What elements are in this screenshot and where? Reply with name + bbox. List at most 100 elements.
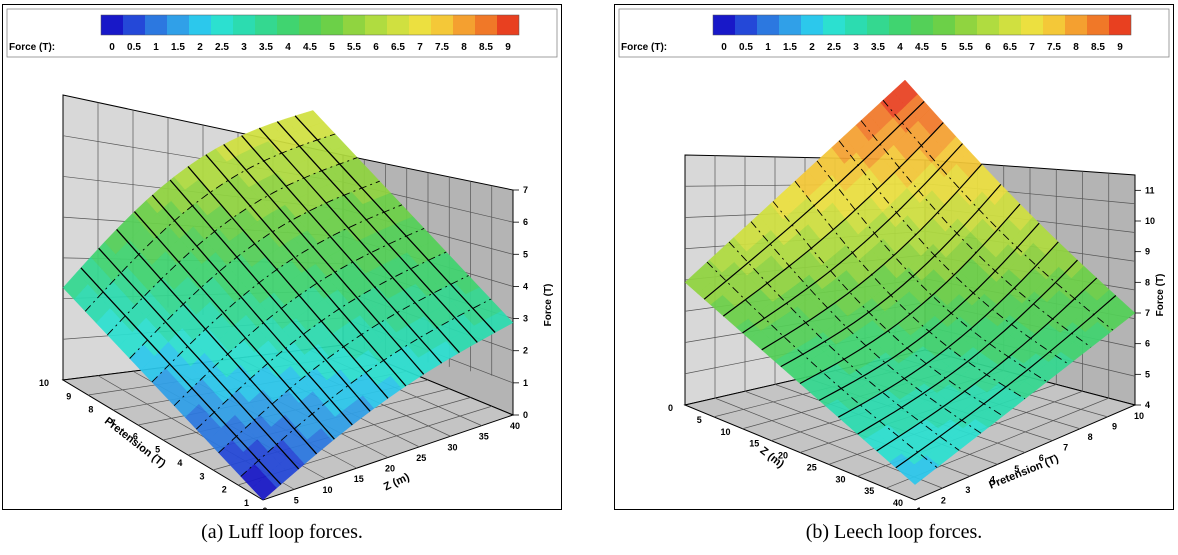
pretension-tick-label: 6 <box>1039 453 1044 463</box>
pretension-tick-label: 8 <box>1088 432 1093 442</box>
caption-leech: (b) Leech loop forces. <box>805 521 983 543</box>
colorbar: Force (T): 0 0.5 1 1.5 2 2.5 3 3.5 4 4.5 5 5.5 6 6.5 7 7… <box>621 14 1132 53</box>
colorbar-swatch <box>145 15 167 35</box>
colorbar-tick-label: 4.5 <box>303 42 317 53</box>
z-tick-label: 7 <box>1145 308 1150 318</box>
colorbar-label: Force (T): <box>621 42 667 53</box>
colorbar-tick-label: 0.5 <box>739 42 753 53</box>
z-distance-tick-label: 0 <box>262 506 267 509</box>
colorbar-swatch <box>823 15 845 35</box>
pretension-tick-label: 2 <box>222 485 227 495</box>
colorbar-swatch <box>911 15 933 35</box>
isoline-dashed <box>750 221 982 434</box>
isoline-dashed <box>195 251 447 430</box>
colorbar-tick-label: 4 <box>285 42 291 53</box>
colorbar-swatch <box>167 15 189 35</box>
colorbar-swatch <box>845 15 867 35</box>
pretension-tick-label: 9 <box>66 391 71 401</box>
colorbar-swatch <box>955 15 977 35</box>
colorbar-swatch <box>233 15 255 35</box>
colorbar-swatch <box>977 15 999 35</box>
colorbar-tick-label: 8.5 <box>479 42 493 53</box>
pretension-tick-label: 9 <box>1112 422 1117 432</box>
z-axis-title: Force (T) <box>1155 274 1166 317</box>
pretension-tick-label: 7 <box>1063 443 1068 453</box>
colorbar-swatch <box>1109 15 1131 35</box>
colorbar-tick-label: 8 <box>461 42 467 53</box>
isoline-dashed <box>728 241 960 451</box>
z-tick-label: 6 <box>1145 339 1150 349</box>
z-tick-label: 11 <box>1145 185 1155 195</box>
colorbar-tick-label: 7 <box>417 42 423 53</box>
z-distance-tick-label: 30 <box>835 474 845 484</box>
colorbar-swatch <box>299 15 321 35</box>
colorbar-tick-label: 5.5 <box>959 42 973 53</box>
chart-panel-luff: Force (T): 0 0.5 1 1.5 2 2.5 3 3.5 4 4.5 5 5.5 6 6.5 7 7… <box>2 4 562 510</box>
colorbar-tick-label: 0.5 <box>127 42 141 53</box>
contour-line <box>80 267 282 485</box>
surface <box>684 79 1136 485</box>
colorbar-tick-label: 6 <box>373 42 379 53</box>
colorbar-tick-label: 8 <box>1073 42 1079 53</box>
colorbar-swatch <box>933 15 955 35</box>
z-tick-label: 4 <box>523 281 528 291</box>
pretension-tick-label: 3 <box>965 485 970 495</box>
colorbar-swatch <box>1065 15 1087 35</box>
colorbar-tick-label: 6.5 <box>1003 42 1017 53</box>
isoline-dashed <box>838 140 1070 365</box>
pretension-tick-label: 1 <box>244 498 249 508</box>
colorbar-tick-label: 2.5 <box>827 42 841 53</box>
colorbar-swatch <box>409 15 431 35</box>
isoline-dashed <box>794 180 1026 400</box>
colorbar-swatch <box>1087 15 1109 35</box>
chart-panel-leech: Force (T): 0 0.5 1 1.5 2 2.5 3 3.5 4 4.5 5 5.5 6 6.5 7 7… <box>614 4 1174 510</box>
colorbar: Force (T): 0 0.5 1 1.5 2 2.5 3 3.5 4 4.5 5 5.5 6 6.5 7 7… <box>9 14 520 53</box>
colorbar-tick-label: 7.5 <box>435 42 449 53</box>
contour-line <box>294 115 496 333</box>
pretension-tick-label: 6 <box>133 431 138 441</box>
z-distance-axis-title: Z (m) <box>382 471 412 493</box>
contour-line <box>223 143 425 375</box>
colorbar-tick-label: 8.5 <box>1091 42 1105 53</box>
colorbar-swatch <box>321 15 343 35</box>
contour-line <box>151 194 353 426</box>
colorbar-tick-label: 1.5 <box>171 42 185 53</box>
colorbar-tick-label: 2.5 <box>215 42 229 53</box>
z-distance-tick-label: 25 <box>807 462 817 472</box>
colorbar-swatch <box>999 15 1021 35</box>
pretension-tick-label: 10 <box>39 378 49 388</box>
colorbar-tick-label: 9 <box>1117 42 1123 53</box>
pretension-tick-label: 4 <box>990 474 995 484</box>
z-distance-tick-label: 20 <box>778 451 788 461</box>
colorbar-tick-label: 4.5 <box>915 42 929 53</box>
colorbar-swatch <box>387 15 409 35</box>
colorbar-tick-label: 1 <box>765 42 771 53</box>
pretension-tick-label: 5 <box>1014 464 1019 474</box>
contour-line <box>116 228 318 455</box>
z-tick-label: 0 <box>523 410 528 420</box>
colorbar-swatch <box>475 15 497 35</box>
colorbar-swatch <box>343 15 365 35</box>
colorbar-swatch <box>1043 15 1065 35</box>
colorbar-tick-label: 7 <box>1029 42 1035 53</box>
colorbar-tick-label: 3 <box>241 42 247 53</box>
colorbar-swatch <box>735 15 757 35</box>
z-tick-label: 7 <box>523 185 528 195</box>
z-distance-tick-label: 10 <box>322 485 332 495</box>
pretension-tick-label: 7 <box>111 418 116 428</box>
contour-line <box>241 135 443 364</box>
pretension-tick-label: 3 <box>200 471 205 481</box>
contour-line <box>276 121 478 343</box>
colorbar-swatch <box>211 15 233 35</box>
z-distance-tick-label: 5 <box>697 415 702 425</box>
legend-box <box>618 8 1170 58</box>
z-distance-tick-label: 15 <box>354 474 364 484</box>
contour-line <box>258 127 460 354</box>
surface <box>62 110 514 501</box>
surface-patch <box>487 310 514 331</box>
colorbar-tick-label: 0 <box>109 42 115 53</box>
contour-line <box>187 166 389 399</box>
legend-box <box>6 8 558 58</box>
isoline-dashed <box>882 99 1114 331</box>
colorbar-frame <box>100 14 520 36</box>
